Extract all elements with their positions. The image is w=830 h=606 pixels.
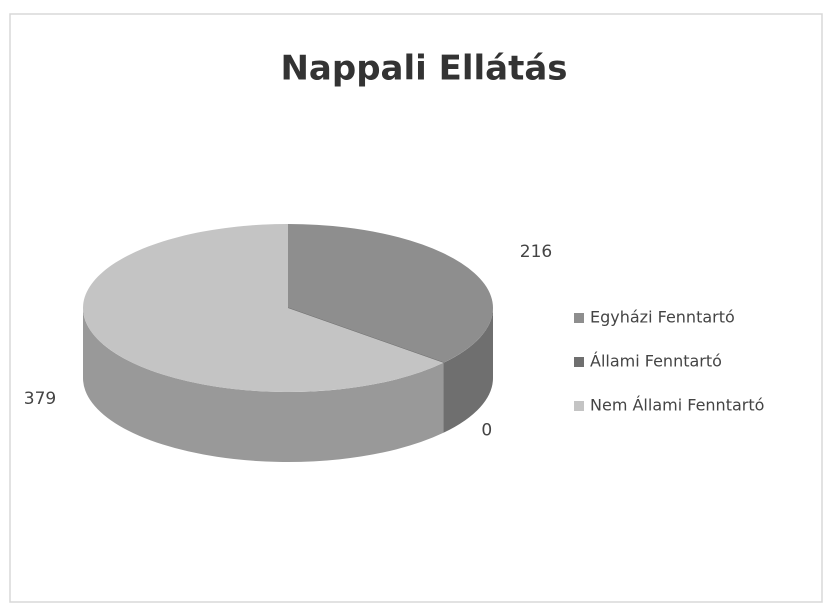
pie-side bbox=[83, 308, 444, 463]
data-label: 0 bbox=[481, 420, 492, 440]
legend-label: Nem Állami Fenntartó bbox=[590, 396, 764, 415]
legend-swatch bbox=[574, 357, 584, 367]
legend-swatch bbox=[574, 401, 584, 411]
data-label: 216 bbox=[520, 242, 552, 262]
chart-title: Nappali Ellátás bbox=[280, 49, 567, 89]
pie-slice bbox=[288, 224, 493, 363]
legend-swatch bbox=[574, 313, 584, 323]
legend-label: Állami Fenntartó bbox=[590, 352, 722, 371]
data-label: 379 bbox=[24, 389, 56, 409]
pie-slice bbox=[83, 224, 444, 392]
pie-slice bbox=[287, 307, 444, 364]
legend-label: Egyházi Fenntartó bbox=[590, 308, 735, 327]
pie-side bbox=[443, 308, 493, 433]
